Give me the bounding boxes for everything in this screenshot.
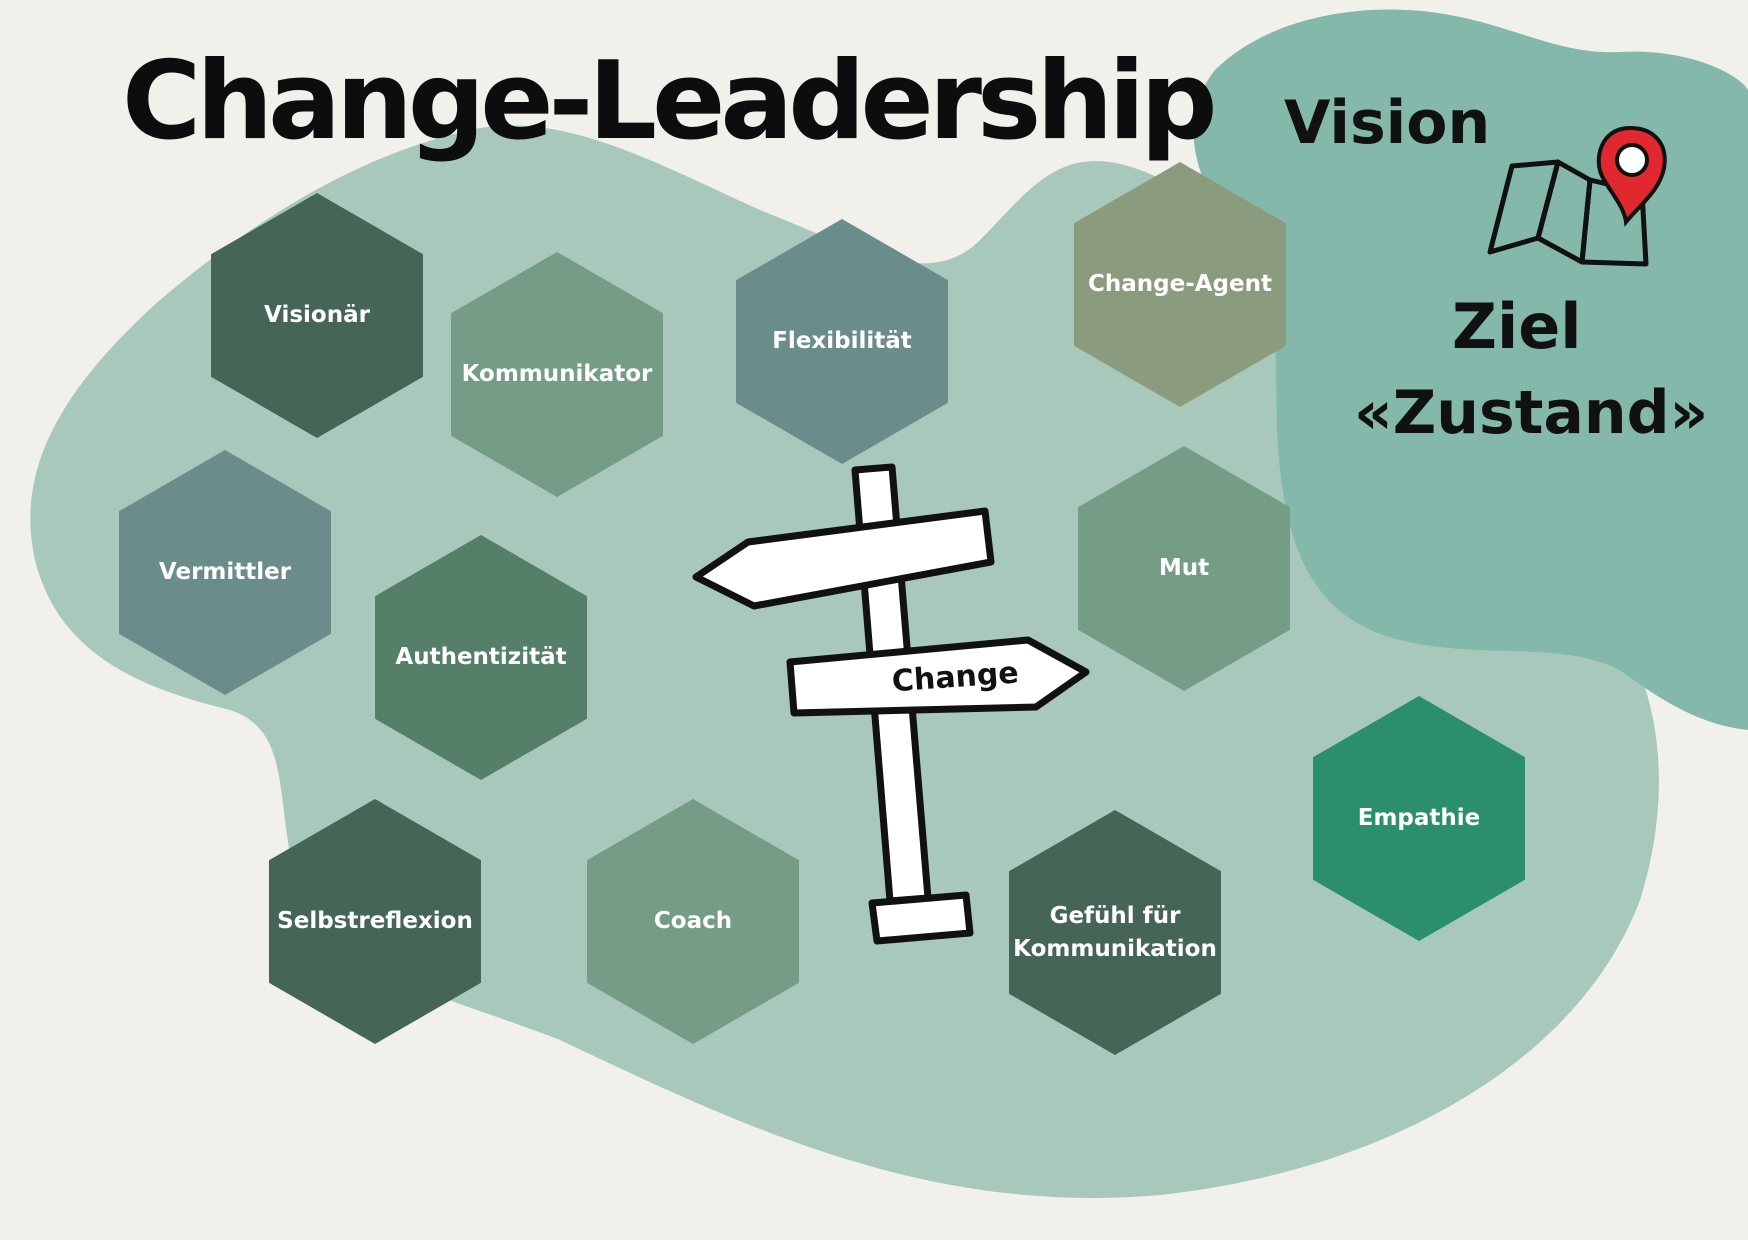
hex-label: Flexibilität (772, 328, 912, 355)
signpost-base (868, 891, 974, 945)
map-pin-icon (1596, 125, 1667, 227)
hex-gefuehl-fuer-kommunikation: Gefühl für Kommunikation (1009, 810, 1221, 1055)
signpost-left-arrow (692, 507, 995, 610)
hex-label: Empathie (1357, 805, 1481, 832)
hex-label: Vermittler (158, 559, 292, 586)
signpost-right-arrow (786, 636, 1090, 717)
hex-label: Gefühl für Kommunikation (1013, 903, 1217, 962)
hex-label: Change-Agent (1088, 271, 1272, 298)
hex-label: Visionär (264, 302, 370, 329)
hex-label: Coach (653, 908, 733, 935)
hex-empathie: Empathie (1313, 696, 1525, 941)
hex-label: Authentizität (395, 644, 567, 671)
goal-state-label: «Zustand» (1354, 378, 1709, 448)
hex-flexibilitaet: Flexibilität (736, 219, 948, 464)
page-title: Change-Leadership (122, 39, 1218, 164)
hex-label: Mut (1158, 555, 1210, 582)
hex-label: Kommunikator (461, 361, 653, 388)
goal-label: Ziel (1452, 290, 1582, 363)
hex-kommunikator: Kommunikator (451, 252, 663, 497)
hex-mut: Mut (1078, 446, 1290, 691)
hex-label: Selbstreflexion (277, 908, 473, 935)
vision-heading: Vision (1284, 88, 1491, 158)
signpost-icon: Change (692, 463, 1090, 945)
hex-change-agent: Change-Agent (1074, 162, 1286, 407)
